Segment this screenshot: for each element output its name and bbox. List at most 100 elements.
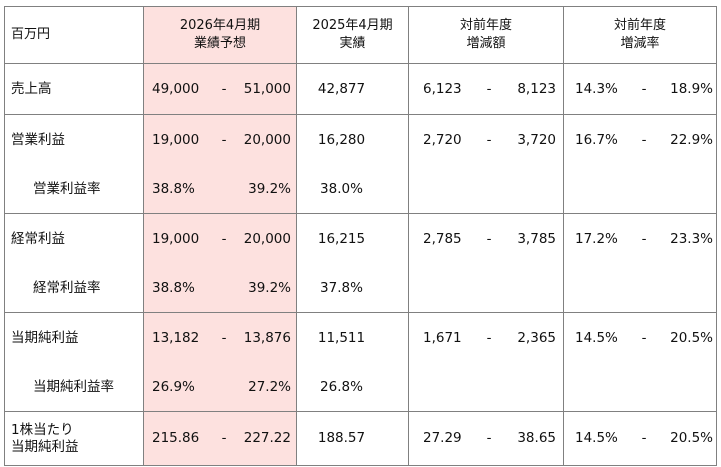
actual-cell: 11,511 bbox=[296, 312, 409, 363]
yoy-rate-high: 23.3% bbox=[670, 230, 713, 247]
forecast-high: 27.2% bbox=[248, 378, 291, 395]
table-row-operating-income: 営業利益 19,000 - 20,000 16,280 2,720 - 3,72… bbox=[4, 114, 717, 165]
yoy-rate-high: 18.9% bbox=[670, 80, 713, 97]
actual-value: 16,280 bbox=[317, 131, 366, 148]
forecast-cell: 49,000 - 51,000 bbox=[143, 63, 297, 115]
yoy-amount-header-line1: 対前年度 bbox=[459, 18, 512, 33]
yoy-amount-cell: 6,123 - 8,123 bbox=[408, 63, 564, 115]
row-label: 営業利益率 bbox=[4, 165, 144, 214]
actual-cell: 37.8% bbox=[296, 264, 409, 313]
table-row-net-margin: 当期純利益率 26.9% 27.2% 26.8% bbox=[4, 363, 717, 412]
yoy-rate-low: 14.5% bbox=[575, 430, 618, 446]
yoy-rate-cell: 16.7% - 22.9% bbox=[563, 114, 717, 165]
forecast-cell: 19,000 - 20,000 bbox=[143, 114, 297, 165]
range-separator: - bbox=[641, 430, 647, 446]
forecast-low: 19,000 bbox=[152, 230, 200, 247]
yoy-rate-cell bbox=[563, 264, 717, 313]
row-label: 営業利益 bbox=[4, 114, 144, 165]
actual-value: 11,511 bbox=[317, 329, 366, 346]
yoy-amount-low: 27.29 bbox=[423, 430, 462, 446]
actual-cell: 188.57 bbox=[296, 411, 409, 466]
actual-value: 188.57 bbox=[317, 430, 366, 446]
yoy-amount-high: 8,123 bbox=[517, 80, 556, 97]
yoy-amount-high: 38.65 bbox=[517, 430, 556, 446]
range-separator: - bbox=[486, 80, 492, 97]
forecast-cell: 215.86 - 227.22 bbox=[143, 411, 297, 466]
actual-column-header: 2025年4月期 実績 bbox=[296, 6, 409, 64]
forecast-cell: 19,000 - 20,000 bbox=[143, 213, 297, 264]
actual-value: 37.8% bbox=[320, 279, 363, 296]
yoy-rate-low: 14.3% bbox=[575, 80, 618, 97]
range-separator: - bbox=[221, 80, 227, 97]
forecast-low: 215.86 bbox=[152, 430, 200, 446]
forecast-header-line1: 2026年4月期 bbox=[179, 18, 261, 33]
forecast-low: 49,000 bbox=[152, 80, 200, 97]
yoy-amount-high: 3,785 bbox=[517, 230, 556, 247]
table-row-ordinary-margin: 経常利益率 38.8% 39.2% 37.8% bbox=[4, 264, 717, 313]
row-label: 当期純利益率 bbox=[4, 363, 144, 412]
yoy-rate-low: 14.5% bbox=[575, 329, 618, 346]
yoy-amount-cell: 27.29 - 38.65 bbox=[408, 411, 564, 466]
yoy-amount-low: 1,671 bbox=[423, 329, 462, 346]
range-separator: - bbox=[221, 430, 227, 446]
yoy-amount-header-line2: 増減額 bbox=[466, 36, 506, 51]
range-separator: - bbox=[486, 430, 492, 446]
range-separator: - bbox=[641, 230, 647, 247]
forecast-low: 13,182 bbox=[152, 329, 200, 346]
actual-cell: 26.8% bbox=[296, 363, 409, 412]
yoy-amount-high: 3,720 bbox=[517, 131, 556, 148]
row-label: 当期純利益 bbox=[4, 312, 144, 363]
yoy-amount-low: 2,785 bbox=[423, 230, 462, 247]
earnings-forecast-table: 百万円 2026年4月期 業績予想 2025年4月期 実績 対前年度 増減額 対… bbox=[4, 6, 717, 466]
forecast-low: 38.8% bbox=[152, 279, 195, 296]
forecast-low: 26.9% bbox=[152, 378, 195, 395]
forecast-high: 20,000 bbox=[243, 131, 291, 148]
actual-header-line1: 2025年4月期 bbox=[312, 18, 393, 33]
yoy-amount-column-header: 対前年度 増減額 bbox=[408, 6, 564, 64]
range-separator: - bbox=[221, 131, 227, 148]
yoy-rate-low: 17.2% bbox=[575, 230, 618, 247]
range-separator: - bbox=[486, 131, 492, 148]
forecast-high: 227.22 bbox=[243, 430, 291, 446]
yoy-amount-cell bbox=[408, 165, 564, 214]
eps-label-line1: 1株当たり bbox=[11, 421, 74, 438]
yoy-rate-cell: 14.3% - 18.9% bbox=[563, 63, 717, 115]
actual-cell: 38.0% bbox=[296, 165, 409, 214]
yoy-rate-cell: 17.2% - 23.3% bbox=[563, 213, 717, 264]
actual-value: 42,877 bbox=[317, 80, 366, 97]
yoy-rate-low: 16.7% bbox=[575, 131, 618, 148]
forecast-cell: 26.9% 27.2% bbox=[143, 363, 297, 412]
yoy-amount-high: 2,365 bbox=[517, 329, 556, 346]
yoy-amount-cell bbox=[408, 264, 564, 313]
actual-header-line2: 実績 bbox=[339, 36, 366, 51]
forecast-cell: 38.8% 39.2% bbox=[143, 264, 297, 313]
range-separator: - bbox=[486, 329, 492, 346]
table-row-ordinary-income: 経常利益 19,000 - 20,000 16,215 2,785 - 3,78… bbox=[4, 213, 717, 264]
row-label: 経常利益 bbox=[4, 213, 144, 264]
row-label: 1株当たり 当期純利益 bbox=[4, 411, 144, 466]
actual-value: 16,215 bbox=[317, 230, 366, 247]
forecast-high: 39.2% bbox=[248, 279, 291, 296]
forecast-column-header: 2026年4月期 業績予想 bbox=[143, 6, 297, 64]
header-row: 百万円 2026年4月期 業績予想 2025年4月期 実績 対前年度 増減額 対… bbox=[4, 6, 717, 64]
forecast-high: 20,000 bbox=[243, 230, 291, 247]
forecast-low: 19,000 bbox=[152, 131, 200, 148]
range-separator: - bbox=[641, 329, 647, 346]
yoy-rate-column-header: 対前年度 増減率 bbox=[563, 6, 717, 64]
yoy-amount-cell bbox=[408, 363, 564, 412]
yoy-rate-header-line1: 対前年度 bbox=[613, 18, 666, 33]
yoy-rate-cell bbox=[563, 165, 717, 214]
table-row-sales: 売上高 49,000 - 51,000 42,877 6,123 - 8,123… bbox=[4, 63, 717, 115]
forecast-cell: 38.8% 39.2% bbox=[143, 165, 297, 214]
yoy-amount-cell: 2,720 - 3,720 bbox=[408, 114, 564, 165]
yoy-amount-cell: 2,785 - 3,785 bbox=[408, 213, 564, 264]
forecast-high: 51,000 bbox=[243, 80, 291, 97]
yoy-amount-low: 6,123 bbox=[423, 80, 462, 97]
actual-cell: 16,215 bbox=[296, 213, 409, 264]
row-label: 売上高 bbox=[4, 63, 144, 115]
actual-cell: 16,280 bbox=[296, 114, 409, 165]
forecast-low: 38.8% bbox=[152, 180, 195, 197]
actual-value: 38.0% bbox=[320, 180, 363, 197]
forecast-header-line2: 業績予想 bbox=[193, 36, 246, 51]
